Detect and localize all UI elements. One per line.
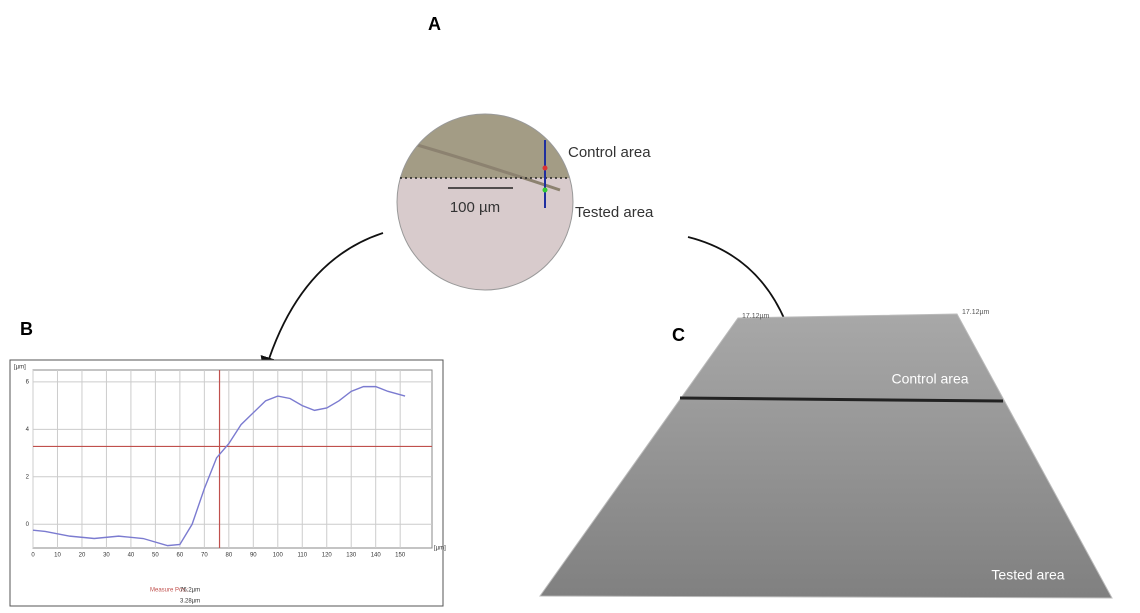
x-tick-label: 70 (201, 553, 208, 559)
measure-value: 3.28µm (180, 599, 200, 605)
y-tick-label: 2 (26, 474, 30, 480)
panel-label: A (428, 14, 441, 34)
x-tick-label: 150 (395, 553, 406, 559)
y-tick-label: 0 (26, 522, 30, 528)
y-tick-label: 6 (26, 379, 30, 385)
x-tick-label: 80 (225, 553, 232, 559)
x-tick-label: 100 (273, 553, 284, 559)
y-unit: [µm] (14, 365, 26, 371)
micrograph-border (396, 113, 574, 291)
measure-label: Measure Pos.: (150, 588, 189, 594)
x-tick-label: 10 (54, 553, 61, 559)
x-tick-label: 0 (31, 553, 35, 559)
x-tick-label: 60 (177, 553, 184, 559)
corner-label: 17.12µm (742, 313, 770, 320)
plot-area (32, 369, 433, 549)
x-unit: [µm] (434, 546, 446, 552)
x-tick-label: 140 (371, 553, 382, 559)
x-tick-label: 50 (152, 553, 159, 559)
probe-point (542, 165, 548, 171)
profile-chart: 0 10 20 30 40 50 60 70 80 90 100 110 120 130 140 150 0 2 4… (14, 365, 446, 605)
profile-line (32, 385, 406, 547)
region-label: Control area (568, 144, 651, 161)
panel-label: B (20, 319, 33, 339)
boundary (679, 396, 1004, 403)
x-tick-label: 120 (322, 553, 333, 559)
x-tick-label: 130 (346, 553, 357, 559)
y-tick-label: 4 (26, 427, 30, 433)
x-tick-label: 20 (79, 553, 86, 559)
panel-label: C (672, 325, 685, 345)
scale-label: 100 µm (450, 199, 500, 216)
region-label: Tested area (575, 204, 654, 221)
arrow (260, 232, 384, 375)
x-tick-label: 30 (103, 553, 110, 559)
x-tick-label: 90 (250, 553, 257, 559)
x-tick-label: 40 (128, 553, 135, 559)
x-tick-label: 110 (297, 553, 307, 559)
measure-value: 76.2µm (180, 588, 200, 594)
surface-3d (539, 313, 1113, 599)
corner-label: 17.12µm (962, 309, 990, 316)
probe-point (542, 187, 548, 193)
region-label: Tested area (991, 567, 1064, 583)
region-label: Control area (891, 371, 968, 387)
